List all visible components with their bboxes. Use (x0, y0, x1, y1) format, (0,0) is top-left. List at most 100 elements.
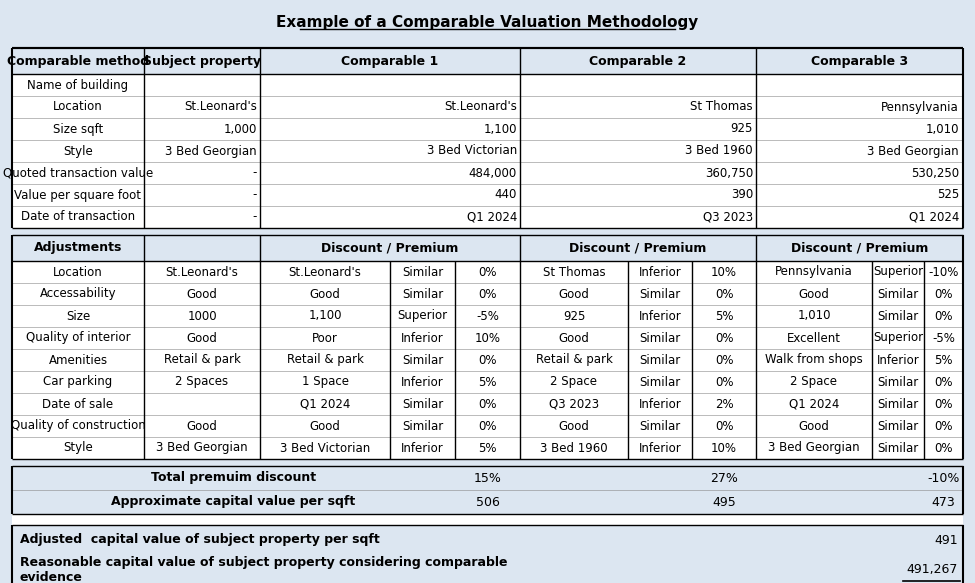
Text: Inferior: Inferior (877, 353, 919, 367)
Text: 3 Bed Georgian: 3 Bed Georgian (768, 441, 860, 455)
Text: Similar: Similar (878, 375, 918, 388)
Text: Adjusted  capital value of subject property per sqft: Adjusted capital value of subject proper… (20, 533, 379, 546)
Text: -10%: -10% (928, 265, 958, 279)
Text: 1 Space: 1 Space (301, 375, 348, 388)
Text: Good: Good (186, 332, 217, 345)
Polygon shape (12, 235, 963, 261)
Text: Discount / Premium: Discount / Premium (791, 241, 928, 255)
Text: 0%: 0% (479, 287, 496, 300)
Text: 2%: 2% (715, 398, 733, 410)
Text: 491: 491 (934, 533, 958, 546)
Text: St.Leonard's: St.Leonard's (184, 100, 257, 114)
Text: 10%: 10% (475, 332, 500, 345)
Text: Car parking: Car parking (43, 375, 113, 388)
Text: Discount / Premium: Discount / Premium (322, 241, 458, 255)
Polygon shape (12, 466, 963, 514)
Text: Approximate capital value per sqft: Approximate capital value per sqft (111, 496, 356, 508)
Text: 3 Bed 1960: 3 Bed 1960 (685, 145, 753, 157)
Text: -5%: -5% (476, 310, 499, 322)
Text: Good: Good (186, 287, 217, 300)
Text: Superior: Superior (873, 265, 923, 279)
Text: 0%: 0% (479, 353, 496, 367)
Text: 525: 525 (937, 188, 959, 202)
Text: St Thomas: St Thomas (543, 265, 605, 279)
Text: 5%: 5% (479, 375, 496, 388)
Text: 491,267: 491,267 (907, 564, 958, 577)
Text: Q1 2024: Q1 2024 (909, 210, 959, 223)
Text: Good: Good (310, 287, 340, 300)
Text: Good: Good (799, 287, 830, 300)
Text: 0%: 0% (479, 420, 496, 433)
Text: Inferior: Inferior (639, 265, 682, 279)
Text: 1,100: 1,100 (308, 310, 342, 322)
Text: Similar: Similar (640, 287, 681, 300)
Text: -: - (253, 167, 257, 180)
Text: Comparable 1: Comparable 1 (341, 54, 439, 68)
Text: Similar: Similar (402, 353, 443, 367)
Text: 0%: 0% (715, 332, 733, 345)
Text: Pennsylvania: Pennsylvania (881, 100, 959, 114)
Text: 0%: 0% (934, 398, 953, 410)
Text: Reasonable capital value of subject property considering comparable
evidence: Reasonable capital value of subject prop… (20, 556, 508, 583)
Text: 0%: 0% (715, 375, 733, 388)
Text: Similar: Similar (402, 265, 443, 279)
Polygon shape (12, 48, 963, 74)
Text: Good: Good (799, 420, 830, 433)
Text: Name of building: Name of building (27, 79, 129, 92)
Text: Q3 2023: Q3 2023 (549, 398, 599, 410)
Text: -: - (253, 188, 257, 202)
Text: Size sqft: Size sqft (53, 122, 103, 135)
Text: Comparable 3: Comparable 3 (811, 54, 908, 68)
Text: -: - (253, 210, 257, 223)
Text: 15%: 15% (474, 472, 501, 484)
Text: 10%: 10% (711, 265, 737, 279)
Text: Date of sale: Date of sale (43, 398, 113, 410)
Text: 3 Bed 1960: 3 Bed 1960 (540, 441, 607, 455)
Text: Pennsylvania: Pennsylvania (775, 265, 853, 279)
Text: 3 Bed Victorian: 3 Bed Victorian (280, 441, 370, 455)
Text: Similar: Similar (878, 441, 918, 455)
Text: Similar: Similar (640, 332, 681, 345)
Text: Example of a Comparable Valuation Methodology: Example of a Comparable Valuation Method… (276, 15, 699, 30)
Text: Inferior: Inferior (639, 310, 682, 322)
Text: 3 Bed Georgian: 3 Bed Georgian (868, 145, 959, 157)
Text: 1000: 1000 (187, 310, 216, 322)
Text: 27%: 27% (710, 472, 738, 484)
Text: Inferior: Inferior (401, 441, 444, 455)
Text: 2 Space: 2 Space (551, 375, 598, 388)
Text: Amenities: Amenities (49, 353, 107, 367)
Text: 0%: 0% (934, 420, 953, 433)
Text: Good: Good (310, 420, 340, 433)
Polygon shape (12, 228, 963, 235)
Text: Similar: Similar (878, 287, 918, 300)
Text: 10%: 10% (711, 441, 737, 455)
Text: Retail & park: Retail & park (535, 353, 612, 367)
Text: 2 Space: 2 Space (791, 375, 838, 388)
Text: Good: Good (559, 420, 590, 433)
Text: Subject property: Subject property (143, 54, 261, 68)
Text: 390: 390 (730, 188, 753, 202)
Text: Quoted transaction value: Quoted transaction value (3, 167, 153, 180)
Text: Inferior: Inferior (401, 332, 444, 345)
Text: Good: Good (559, 287, 590, 300)
Text: Good: Good (559, 332, 590, 345)
Text: Inferior: Inferior (639, 441, 682, 455)
Text: 925: 925 (563, 310, 585, 322)
Text: Similar: Similar (402, 398, 443, 410)
Text: Comparable 2: Comparable 2 (589, 54, 686, 68)
Text: 0%: 0% (934, 375, 953, 388)
Text: Style: Style (63, 441, 93, 455)
Text: 1,010: 1,010 (925, 122, 959, 135)
Text: 0%: 0% (934, 287, 953, 300)
Text: 506: 506 (476, 496, 499, 508)
Text: 484,000: 484,000 (469, 167, 517, 180)
Text: Q3 2023: Q3 2023 (703, 210, 753, 223)
Text: 5%: 5% (715, 310, 733, 322)
Text: St.Leonard's: St.Leonard's (445, 100, 517, 114)
Text: Walk from shops: Walk from shops (765, 353, 863, 367)
Text: Quality of interior: Quality of interior (25, 332, 131, 345)
Polygon shape (12, 459, 963, 466)
Text: 473: 473 (932, 496, 955, 508)
Text: Inferior: Inferior (639, 398, 682, 410)
Text: 0%: 0% (715, 420, 733, 433)
